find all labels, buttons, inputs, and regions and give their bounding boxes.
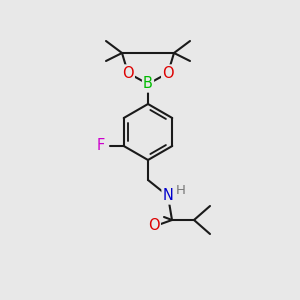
Text: F: F bbox=[97, 139, 105, 154]
Text: N: N bbox=[163, 188, 173, 203]
Text: O: O bbox=[148, 218, 160, 232]
Text: H: H bbox=[176, 184, 186, 197]
Text: B: B bbox=[143, 76, 153, 92]
Text: O: O bbox=[122, 65, 134, 80]
Text: O: O bbox=[162, 65, 174, 80]
